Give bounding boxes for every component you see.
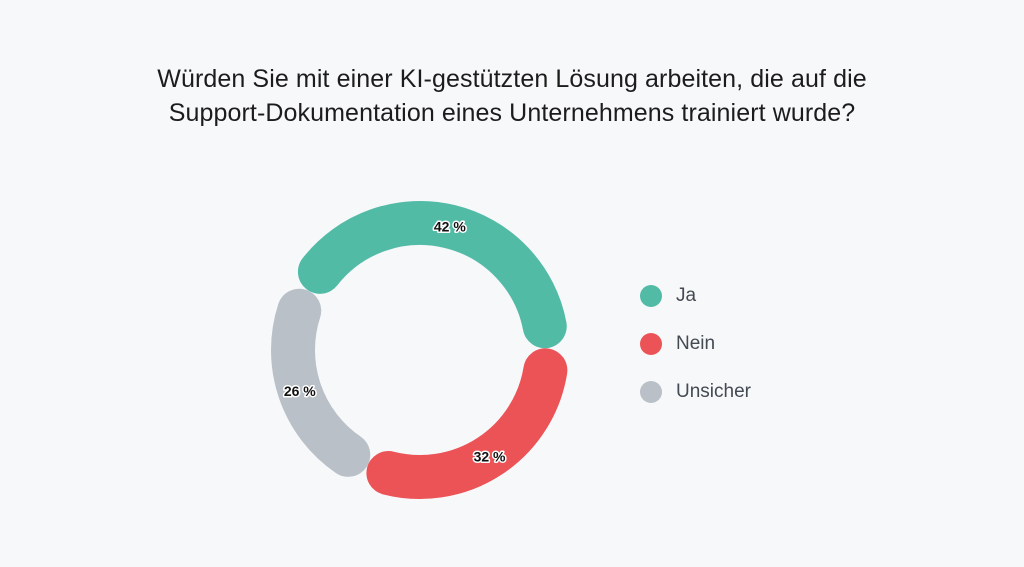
chart-title-line-2: Support-Dokumentation eines Unternehmens… — [168, 99, 856, 127]
legend-label-nein: Nein — [676, 333, 716, 354]
donut-slices — [271, 201, 568, 499]
legend-item-unsicher[interactable]: Unsicher — [640, 380, 751, 404]
donut-slice-unsicher[interactable] — [271, 288, 371, 477]
data-label-ja: 42 % — [434, 219, 466, 235]
data-label-unsicher: 26 % — [284, 383, 316, 399]
legend-marker-nein — [640, 333, 662, 355]
legend-label-ja: Ja — [676, 285, 697, 306]
legend-label-unsicher: Unsicher — [676, 381, 751, 402]
data-label-nein: 32 % — [474, 448, 506, 464]
legend-marker-ja — [640, 285, 662, 307]
donut-data-labels: 42 % 32 % 26 % — [282, 217, 507, 466]
legend-item-nein[interactable]: Nein — [640, 332, 751, 356]
legend-item-ja[interactable]: Ja — [640, 284, 751, 308]
legend-marker-unsicher — [640, 381, 662, 403]
chart-title-line-1: Würden Sie mit einer KI-gestützten Lösun… — [157, 65, 867, 93]
legend: Ja Nein Unsicher — [640, 284, 751, 428]
donut-slice-nein[interactable] — [366, 348, 568, 499]
donut-chart: 42 % 32 % 26 % — [271, 201, 568, 499]
donut-slice-ja[interactable] — [297, 201, 567, 349]
chart-title: Würden Sie mit einer KI-gestützten Lösun… — [0, 62, 1024, 130]
